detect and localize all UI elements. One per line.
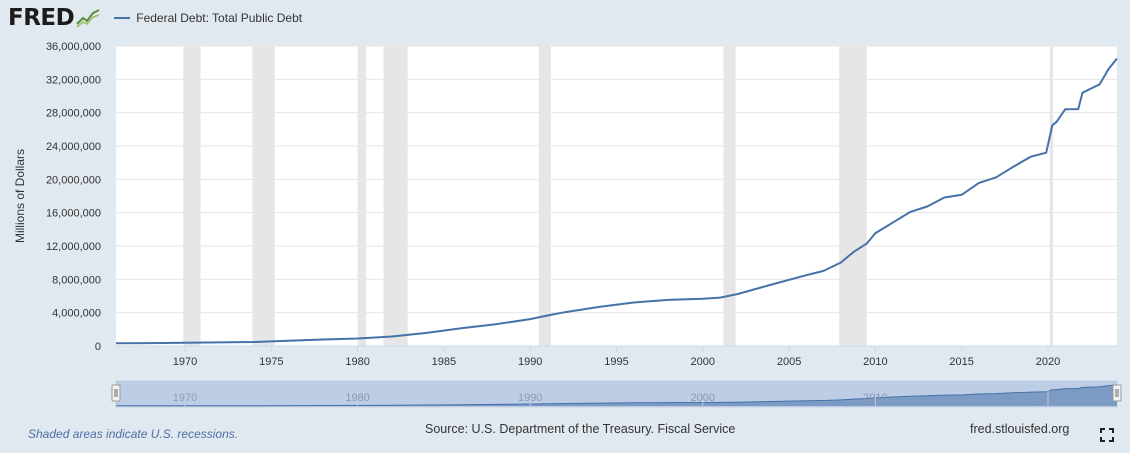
- recession-band: [183, 46, 201, 346]
- recession-band: [538, 46, 551, 346]
- logo-text: FRED: [8, 5, 75, 31]
- y-tick-label: 0: [95, 341, 101, 353]
- navigator-tick-label: 2000: [691, 392, 715, 404]
- recession-band: [383, 46, 408, 346]
- x-tick-label: 2020: [1036, 356, 1060, 368]
- navigator-tick-label: 2010: [863, 392, 887, 404]
- graph-logo-icon: [76, 8, 101, 28]
- x-tick-label: 1970: [173, 356, 197, 368]
- x-tick-label: 2010: [863, 356, 887, 368]
- y-tick-label: 28,000,000: [46, 108, 101, 120]
- x-tick-label: 1990: [518, 356, 542, 368]
- fred-logo[interactable]: FRED: [8, 5, 101, 31]
- navigator-tick-label: 1990: [518, 392, 542, 404]
- legend: Federal Debt: Total Public Debt: [114, 11, 302, 25]
- recession-note: Shaded areas indicate U.S. recessions.: [28, 427, 239, 441]
- navigator-series-area: [116, 384, 1117, 406]
- range-navigator[interactable]: 1970 1980 1990 2000 2010 2020: [111, 380, 1122, 408]
- x-tick-label: 1975: [259, 356, 283, 368]
- y-axis-label: Millions of Dollars: [13, 149, 27, 243]
- x-tick-label: 2005: [777, 356, 801, 368]
- recession-band: [252, 46, 275, 346]
- recession-band: [723, 46, 736, 346]
- y-tick-label: 16,000,000: [46, 208, 101, 220]
- recession-band: [1049, 46, 1054, 346]
- legend-label: Federal Debt: Total Public Debt: [136, 11, 303, 25]
- navigator-handle-right[interactable]: [1112, 384, 1122, 402]
- navigator-tick-label: 2020: [1036, 392, 1060, 404]
- x-axis-ticks: 1970 1975 1980 1985 1990 1995 2000 2005 2010 2015…: [173, 346, 1060, 368]
- y-tick-label: 8,000,000: [52, 274, 101, 286]
- series-line: [115, 57, 1118, 345]
- legend-swatch: [114, 17, 131, 19]
- source-text: Source: U.S. Department of the Treasury.…: [425, 422, 736, 436]
- site-link[interactable]: fred.stlouisfed.org: [970, 422, 1070, 436]
- navigator-tick-label: 1980: [345, 392, 369, 404]
- header: FRED Federal Debt: Total Public Debt: [8, 3, 302, 33]
- y-tick-label: 36,000,000: [46, 41, 101, 53]
- recession-bands: [183, 46, 1054, 346]
- fullscreen-icon[interactable]: [1100, 428, 1114, 442]
- navigator-ticks: 1970 1980 1990 2000 2010 2020: [173, 381, 1060, 407]
- x-tick-label: 2000: [691, 356, 715, 368]
- navigator-series: [116, 384, 1118, 407]
- y-tick-label: 20,000,000: [46, 174, 101, 186]
- recession-band: [839, 46, 867, 346]
- grid-lines: [116, 45, 1117, 314]
- series-lines: [115, 57, 1118, 345]
- x-tick-label: 1985: [432, 356, 456, 368]
- x-tick-label: 1995: [604, 356, 628, 368]
- y-tick-label: 4,000,000: [52, 308, 101, 320]
- y-tick-label: 12,000,000: [46, 241, 101, 253]
- x-tick-label: 2015: [949, 356, 973, 368]
- y-tick-label: 24,000,000: [46, 141, 101, 153]
- navigator-series-line: [116, 384, 1118, 407]
- navigator-handle-left[interactable]: [111, 384, 121, 402]
- y-axis-ticks: 0 4,000,000 8,000,000 12,000,000 16,000,000 2…: [46, 41, 101, 353]
- y-tick-label: 32,000,000: [46, 74, 101, 86]
- recession-band: [357, 46, 367, 346]
- x-tick-label: 1980: [345, 356, 369, 368]
- navigator-tick-label: 1970: [173, 392, 197, 404]
